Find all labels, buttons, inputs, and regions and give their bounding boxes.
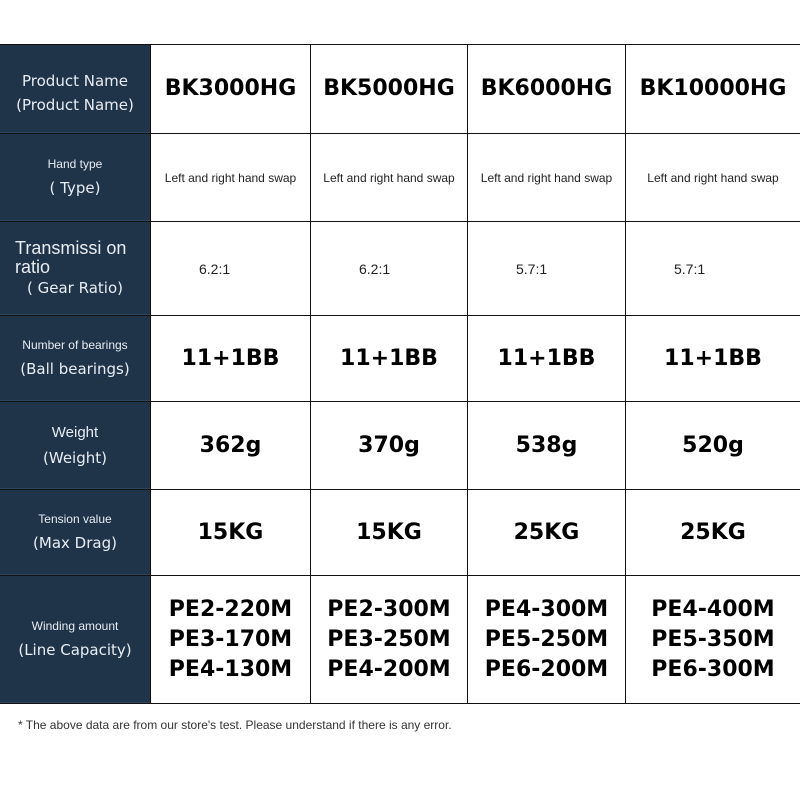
cell-line-capacity: PE2-220M PE3-170M PE4-130M: [150, 576, 310, 703]
cell-value: 11+1BB: [181, 345, 280, 371]
row-label: Weight (Weight): [0, 402, 150, 489]
cell-value: 5.7:1: [516, 260, 548, 277]
cell-ball-bearings: 11+1BB: [467, 316, 625, 401]
cell-product-name: BK10000HG: [625, 45, 800, 133]
cell-max-drag: 25KG: [625, 490, 800, 575]
label-text: Weight: [51, 423, 99, 441]
cell-max-drag: 15KG: [310, 490, 467, 575]
cell-value: 5.7:1: [674, 260, 706, 277]
cell-hand-type: Left and right hand swap: [625, 134, 800, 221]
label-subtext: (Line Capacity): [18, 641, 132, 659]
capacity-line: PE6-200M: [484, 656, 609, 682]
cell-ball-bearings: 11+1BB: [150, 316, 310, 401]
cell-value: BK10000HG: [639, 76, 787, 101]
cell-value: 520g: [682, 432, 744, 458]
label-text: Winding amount: [31, 619, 119, 633]
cell-hand-type: Left and right hand swap: [310, 134, 467, 221]
cell-value: 11+1BB: [340, 345, 438, 371]
cell-gear-ratio: 6.2:1: [150, 222, 310, 315]
cell-value: 15KG: [356, 519, 422, 545]
cell-value: 538g: [515, 432, 578, 458]
row-label: Number of bearings (Ball bearings): [0, 316, 150, 401]
capacity-line: PE2-220M: [168, 596, 293, 622]
row-hand-type: Hand type ( Type) Left and right hand swap…: [0, 134, 800, 222]
spec-table: Product Name (Product Name) BK3000HG BK5000…: [0, 44, 800, 704]
label-subtext: (Max Drag): [33, 534, 117, 552]
cell-value: Left and right hand swap: [647, 170, 779, 185]
cell-product-name: BK6000HG: [467, 45, 625, 133]
cell-weight: 362g: [150, 402, 310, 489]
row-label: Transmissi on ratio ( Gear Ratio): [0, 222, 150, 315]
cell-value: BK3000HG: [164, 76, 297, 101]
row-product-name: Product Name (Product Name) BK3000HG BK5000…: [0, 45, 800, 134]
cell-product-name: BK3000HG: [150, 45, 310, 133]
label-subtext: (Product Name): [16, 95, 134, 114]
cell-product-name: BK5000HG: [310, 45, 467, 133]
cell-value: 11+1BB: [497, 345, 596, 371]
label-subtext: ( Type): [49, 179, 101, 197]
cell-hand-type: Left and right hand swap: [467, 134, 625, 221]
row-gear-ratio: Transmissi on ratio ( Gear Ratio) 6.2:1 6.2…: [0, 222, 800, 316]
cell-weight: 520g: [625, 402, 800, 489]
cell-ball-bearings: 11+1BB: [310, 316, 467, 401]
row-label: Tension value (Max Drag): [0, 490, 150, 575]
row-line-capacity: Winding amount (Line Capacity) PE2-220M PE3…: [0, 576, 800, 703]
label-text: Product Name: [22, 71, 128, 90]
row-max-drag: Tension value (Max Drag) 15KG 15KG 25KG 25KG: [0, 490, 800, 576]
label-subtext: (Ball bearings): [20, 360, 130, 378]
cell-value: Left and right hand swap: [480, 170, 613, 185]
capacity-line: PE4-400M: [651, 596, 775, 622]
label-text: Tension value: [38, 512, 112, 526]
capacity-line: PE4-300M: [484, 596, 609, 622]
cell-value: BK6000HG: [480, 76, 613, 101]
cell-weight: 370g: [310, 402, 467, 489]
cell-value: 15KG: [197, 519, 264, 545]
cell-gear-ratio: 6.2:1: [310, 222, 467, 315]
cell-ball-bearings: 11+1BB: [625, 316, 800, 401]
capacity-line: PE5-250M: [484, 626, 609, 652]
label-text: Transmissi on ratio: [15, 238, 127, 277]
cell-gear-ratio: 5.7:1: [467, 222, 625, 315]
cell-line-capacity: PE4-400M PE5-350M PE6-300M: [625, 576, 800, 703]
cell-hand-type: Left and right hand swap: [150, 134, 310, 221]
label-text: Number of bearings: [22, 338, 128, 352]
cell-value: 6.2:1: [199, 260, 231, 277]
row-ball-bearings: Number of bearings (Ball bearings) 11+1BB 1…: [0, 316, 800, 402]
cell-value: Left and right hand swap: [164, 170, 297, 185]
cell-value: 6.2:1: [359, 260, 391, 277]
cell-value: 370g: [358, 432, 420, 458]
capacity-line: PE2-300M: [327, 596, 451, 622]
label-subtext: ( Gear Ratio): [27, 279, 123, 297]
label-text: Hand type: [47, 157, 103, 171]
cell-weight: 538g: [467, 402, 625, 489]
capacity-line: PE3-170M: [168, 626, 293, 652]
cell-value: 25KG: [513, 519, 580, 545]
cell-value: BK5000HG: [323, 76, 455, 101]
row-label: Winding amount (Line Capacity): [0, 576, 150, 703]
cell-value: 11+1BB: [664, 345, 762, 371]
row-label: Hand type ( Type): [0, 134, 150, 221]
cell-value: 362g: [199, 432, 262, 458]
cell-max-drag: 15KG: [150, 490, 310, 575]
row-weight: Weight (Weight) 362g 370g 538g 520g: [0, 402, 800, 490]
cell-max-drag: 25KG: [467, 490, 625, 575]
capacity-line: PE6-300M: [651, 656, 775, 682]
row-label: Product Name (Product Name): [0, 45, 150, 133]
cell-value: Left and right hand swap: [323, 170, 455, 185]
footnote: * The above data are from our store's te…: [18, 718, 452, 732]
capacity-line: PE4-200M: [327, 656, 451, 682]
capacity-line: PE5-350M: [651, 626, 775, 652]
cell-line-capacity: PE2-300M PE3-250M PE4-200M: [310, 576, 467, 703]
cell-gear-ratio: 5.7:1: [625, 222, 800, 315]
label-subtext: (Weight): [43, 448, 107, 467]
capacity-line: PE3-250M: [327, 626, 451, 652]
capacity-line: PE4-130M: [168, 656, 293, 682]
cell-line-capacity: PE4-300M PE5-250M PE6-200M: [467, 576, 625, 703]
cell-value: 25KG: [680, 519, 746, 545]
